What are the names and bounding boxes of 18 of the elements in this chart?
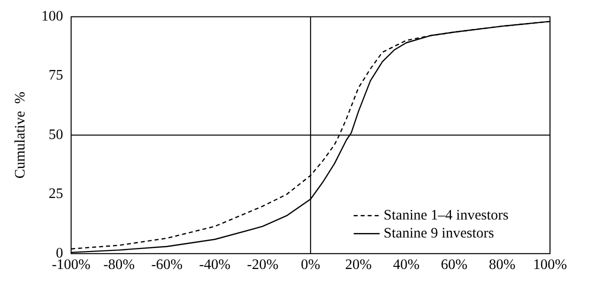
x-tick-label: 60%	[440, 257, 468, 274]
x-tick-label: -100%	[52, 257, 90, 274]
x-tick-label: -80%	[103, 257, 135, 274]
x-tick-label: 0%	[300, 257, 320, 274]
x-tick-label: 40%	[393, 257, 420, 274]
legend-label: Stanine 1–4 investors	[384, 207, 509, 224]
y-tick-label: 75	[48, 68, 64, 84]
y-tick-label: 25	[48, 186, 64, 202]
y-tick-label: 100	[41, 8, 64, 25]
legend-label: Stanine 9 investors	[384, 225, 494, 242]
x-tick-label: -60%	[151, 257, 183, 274]
y-tick-label: 50	[48, 126, 64, 143]
x-tick-label: 100%	[533, 257, 567, 274]
x-tick-label: 20%	[345, 257, 372, 274]
x-tick-label: -40%	[199, 257, 231, 274]
x-tick-label: -20%	[246, 257, 278, 274]
y-axis-title: Cumulative %	[12, 92, 29, 179]
x-tick-label: 80%	[488, 257, 516, 274]
